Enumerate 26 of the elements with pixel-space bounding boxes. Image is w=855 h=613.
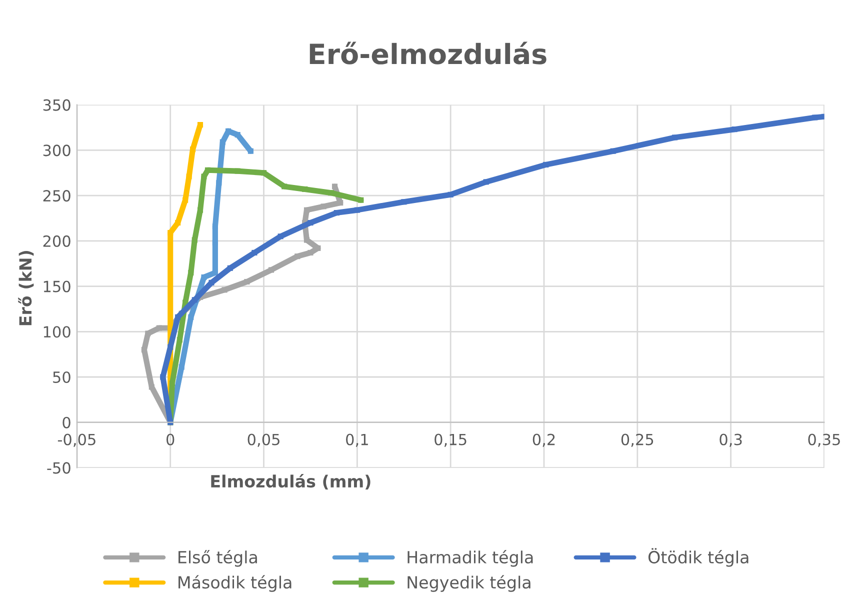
y-tick-label: 0 <box>62 416 70 428</box>
y-axis-title: Erő (kN) <box>18 250 34 326</box>
chart-title: Erő-elmozdulás <box>310 42 546 64</box>
x-tick-label: 0,3 <box>720 434 742 447</box>
x-tick-label: -0,05 <box>58 434 96 447</box>
x-tick-label: 0,05 <box>248 434 280 447</box>
y-tick-label: 200 <box>43 235 70 247</box>
x-tick-label: 0,2 <box>532 434 555 447</box>
x-tick-label: 0,35 <box>808 434 840 447</box>
y-tick-label: 50 <box>53 371 70 384</box>
y-tick-label: 150 <box>44 280 70 292</box>
y-tick-label: 350 <box>43 99 70 111</box>
y-tick-label: 300 <box>43 144 70 156</box>
y-tick-label: -50 <box>47 462 70 474</box>
x-tick-label: 0,25 <box>621 434 654 447</box>
x-axis-title: Elmozdulás (mm) <box>211 474 370 490</box>
x-tick-label: 0,1 <box>346 434 368 447</box>
x-tick-label: 0 <box>166 434 174 446</box>
legend-label: Második tégla <box>178 575 292 592</box>
legend-label: Negyedik tégla <box>408 575 530 592</box>
y-tick-label: 100 <box>44 326 70 338</box>
legend-label: Első tégla <box>178 550 257 567</box>
legend-label: Ötödik tégla <box>648 548 748 567</box>
y-tick-label: 250 <box>43 190 70 202</box>
x-tick-label: 0,15 <box>434 434 466 447</box>
legend-label: Harmadik tégla <box>408 550 533 567</box>
